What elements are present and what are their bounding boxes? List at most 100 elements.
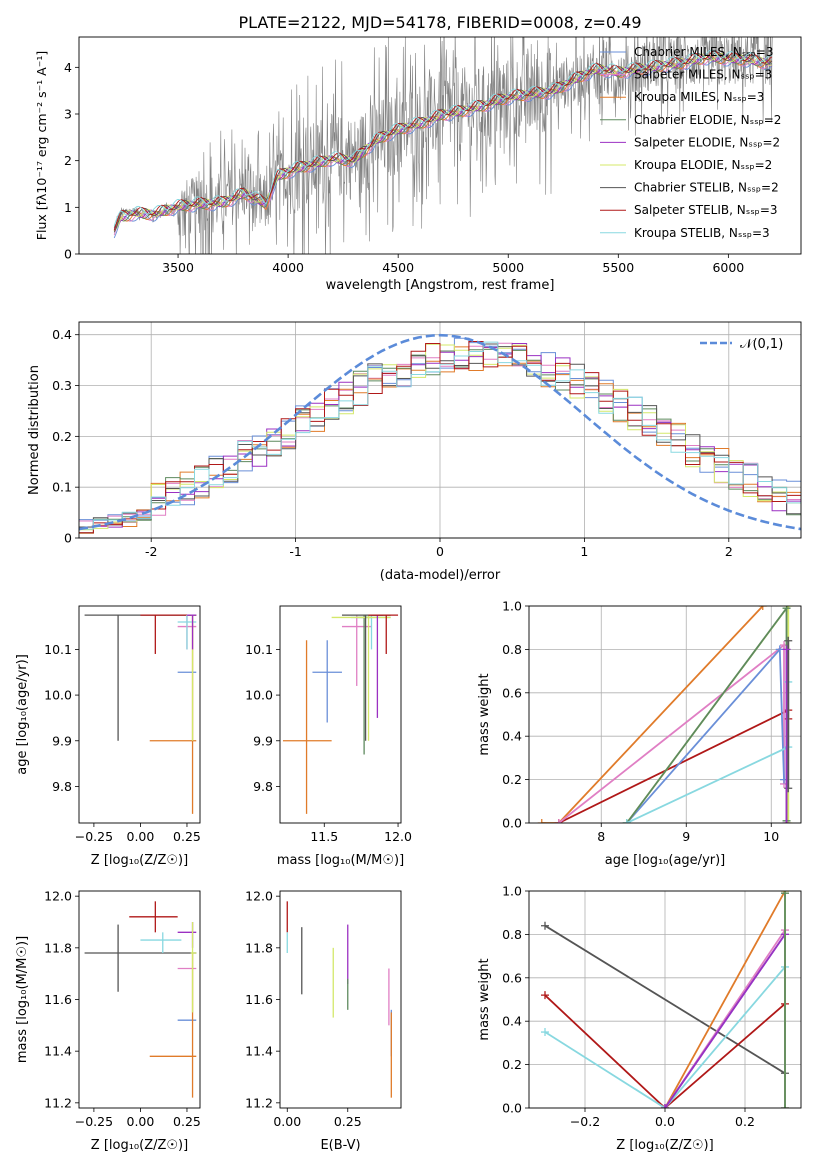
y-tick-label: 0.6 [502, 970, 522, 985]
y-tick-label: 0.8 [502, 927, 522, 942]
x-tick-label: 0.0 [655, 1114, 675, 1129]
legend: Chabrier MILES, Nₛₛₚ=3 Salpeter MILES, Nₛ… [600, 45, 781, 240]
x-tick-label: 4500 [382, 260, 414, 275]
weight-marker [775, 645, 784, 654]
weight_vs_Z-panel: −0.2 0.0 0.2 0.0 0.2 0.4 0.6 0.8 1.0 Z [log₁₀(Z/Z… [477, 884, 802, 1153]
y-tick-label: 10.1 [44, 642, 72, 657]
x-tick-label: 11.5 [310, 829, 338, 844]
x-tick-label: 2 [725, 544, 733, 559]
y-axis-label: Flux [fλ10⁻¹⁷ erg cm⁻² s⁻¹ A⁻¹] [34, 51, 49, 240]
y-tick-label: 0 [64, 247, 72, 262]
legend-label: Chabrier ELODIE, Nₛₛₚ=2 [634, 113, 781, 127]
x-tick-label: 10 [763, 829, 779, 844]
hist-kroupa-stelib [79, 341, 801, 530]
y-tick-label: 0.8 [502, 642, 522, 657]
x-tick-label: 5000 [492, 260, 524, 275]
x-axis-label: Z [log₁₀(Z/Z☉)] [616, 1138, 713, 1153]
weight-marker [784, 636, 793, 645]
y-axis-label: mass weight [477, 673, 492, 755]
weight-marker [541, 991, 549, 1000]
x-axis-label: Z [log₁₀(Z/Z☉)] [91, 1138, 188, 1153]
weight-marker [554, 819, 563, 823]
model-chabrier-stelib [113, 51, 773, 233]
y-tick-label: 9.8 [52, 779, 72, 794]
weight-line-kroupa-miles [664, 891, 786, 1108]
weight-line-salpeter-stelib [558, 708, 790, 823]
legend-label: Salpeter ELODIE, Nₛₛₚ=2 [634, 135, 780, 149]
x-tick-label: −0.2 [570, 1114, 600, 1129]
x-axis-label: E(B-V) [320, 1138, 360, 1153]
axes-frame [78, 321, 802, 539]
y-tick-label: 9.9 [52, 733, 72, 748]
errorbars [84, 901, 197, 1098]
y-axis-label: mass weight [477, 958, 492, 1040]
axes-frame [78, 890, 201, 1109]
y-tick-label: 0.6 [502, 685, 522, 700]
weight-marker [622, 819, 631, 823]
y-tick-label: 11.8 [245, 940, 273, 955]
y-tick-label: 11.6 [44, 992, 72, 1007]
y-tick-label: 11.4 [44, 1044, 72, 1059]
weight-marker [541, 921, 549, 930]
x-axis-label: mass [log₁₀(M/M☉)] [277, 853, 404, 868]
errorbars [282, 614, 399, 814]
weight-line-kroupa-miles [541, 606, 764, 823]
x-tick-label: 3500 [162, 260, 194, 275]
weight-line-salpeter-stelib [544, 994, 786, 1108]
weight-marker [541, 1028, 549, 1037]
age_vs_Z-panel: −0.25 0.00 0.25 9.8 9.9 10.0 10.1 Z [log₁₀(Z/Z☉… [15, 605, 201, 868]
y-tick-label: 0.1 [52, 480, 72, 495]
y-tick-label: 0.0 [502, 1101, 522, 1116]
y-tick-label: 0.4 [52, 327, 72, 342]
x-tick-label: 5500 [602, 260, 634, 275]
x-tick-label: 0.2 [735, 1114, 755, 1129]
y-tick-label: 0.4 [502, 1014, 522, 1029]
y-tick-label: 11.2 [245, 1095, 273, 1110]
weight-marker [782, 606, 791, 613]
y-tick-label: 1.0 [502, 884, 522, 899]
normal-curve [79, 333, 801, 531]
legend-label: Salpeter STELIB, Nₛₛₚ=3 [634, 203, 778, 217]
legend-label: Kroupa MILES, Nₛₛₚ=3 [634, 90, 764, 104]
errorbars [84, 614, 197, 814]
legend-label: Kroupa ELODIE, Nₛₛₚ=2 [634, 158, 772, 172]
x-tick-label: 0 [436, 544, 444, 559]
y-tick-label: 10.1 [245, 642, 273, 657]
x-axis-label: age [log₁₀(age/yr)] [605, 853, 726, 868]
y-tick-label: 0.2 [52, 429, 72, 444]
model-kroupa-stelib [113, 49, 773, 227]
figure-title: PLATE=2122, MJD=54178, FIBERID=0008, z=0… [238, 13, 641, 32]
axes-frame [78, 36, 802, 255]
weight-lines [537, 606, 793, 823]
weight-lines [541, 891, 789, 1108]
weight-line-chabrier-elodie [626, 606, 788, 823]
spectrum-lines [113, 37, 773, 254]
observed-spectrum [113, 37, 773, 254]
y-tick-label: 11.2 [44, 1095, 72, 1110]
y-tick-label: 1 [64, 200, 72, 215]
x-tick-label: 4000 [272, 260, 304, 275]
weight_vs_age-panel: 8 9 10 0.0 0.2 0.4 0.6 0.8 1.0 age [log₁₀(age/yr)… [477, 599, 802, 868]
x-tick-label: 8 [597, 829, 605, 844]
y-tick-label: 9.9 [253, 733, 273, 748]
y-tick-label: 0.0 [502, 816, 522, 831]
x-axis-label: wavelength [Angstrom, rest frame] [326, 278, 555, 293]
x-tick-label: -1 [289, 544, 301, 559]
x-tick-label: 0.25 [334, 1114, 362, 1129]
hist-salpeter-stelib [79, 341, 801, 534]
weight-marker [784, 784, 793, 793]
weight-line-salpeter-miles [558, 643, 785, 823]
y-tick-label: 9.8 [253, 779, 273, 794]
x-tick-label: 0.00 [127, 1114, 155, 1129]
residual-steps [79, 333, 801, 534]
y-tick-label: 11.6 [245, 992, 273, 1007]
weight-marker [758, 606, 767, 610]
x-tick-label: 0.25 [173, 829, 201, 844]
y-axis-label: Normed distribution [27, 365, 42, 495]
axes-frame [528, 605, 802, 824]
residuals-panel: -2 -1 0 1 2 0 0.1 0.2 0.3 0.4 (data-model)/error No… [27, 321, 802, 583]
y-tick-label: 0 [64, 531, 72, 546]
x-tick-label: −0.25 [75, 829, 113, 844]
weight-line-chabrier-stelib [544, 924, 786, 1075]
